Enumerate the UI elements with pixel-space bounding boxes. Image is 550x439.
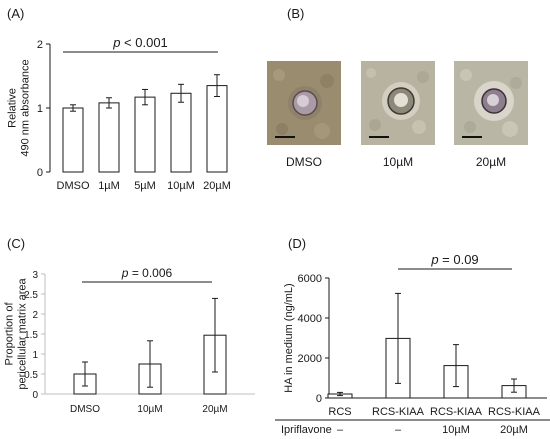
chart-c-y-tick-label: 0: [32, 390, 38, 401]
chart-d-category-label: RCS-KIAA: [372, 406, 425, 418]
chart-a-y-tick-label: 2: [37, 39, 43, 51]
panel-b-label: (B): [287, 6, 305, 21]
chart-d-category-label: RCS-KIAA: [488, 406, 541, 418]
panel-d-label: (D): [288, 236, 307, 251]
chart-a-category-label: 5µM: [134, 180, 156, 192]
chart-d-significance-label: p = 0.09: [430, 252, 478, 267]
chart-a-y-axis-label: Relative490 nm absorbance: [6, 59, 31, 156]
chart-d-y-tick-label: 0: [316, 393, 322, 405]
micrograph-20um: [454, 61, 528, 145]
micrograph-20um-image: [454, 61, 528, 145]
chart-a: 0 1 2 Relative490 nm absorbance DMSO 1µM 5µM 10…: [6, 35, 231, 192]
micrograph-caption-20um: 20µM: [475, 155, 507, 169]
chart-d-row-label: Ipriflavone: [281, 424, 332, 436]
chart-d-row-value: 20µM: [500, 424, 528, 436]
chart-c-significance-label: p = 0.006: [121, 266, 173, 280]
chart-d-row-value: 10µM: [442, 424, 470, 436]
chart-c-y-tick-label: 1: [32, 350, 38, 361]
chart-d-y-tick-label: 6000: [298, 273, 322, 285]
chart-c: 0 0.5 1 1.5 2 2.5 3 Proportion ofpericellular m…: [3, 266, 255, 415]
chart-c-y-tick-label: 3: [32, 270, 38, 281]
chart-a-bar: [98, 102, 120, 173]
micrograph-caption-dmso: DMSO: [286, 155, 322, 169]
chart-d-y-tick-label: 2000: [298, 353, 322, 365]
micrograph-10um-image: [361, 61, 435, 145]
chart-a-bar: [134, 96, 156, 173]
chart-a-category-label: 20µM: [203, 180, 231, 192]
chart-c-y-axis-label: Proportion ofpericellular matrix area: [3, 277, 28, 389]
chart-a-category-label: DMSO: [57, 180, 90, 192]
micrograph-dmso-image: [267, 61, 341, 145]
panel-a-label: (A): [7, 6, 25, 21]
chart-d-row-value: –: [337, 424, 344, 436]
micrograph-caption-10um: 10µM: [382, 155, 414, 169]
chart-c-y-tick-label: 2.5: [24, 290, 38, 301]
chart-c-y-tick-label: 1.5: [24, 330, 38, 341]
chart-a-y-tick-label: 1: [37, 103, 43, 115]
micrograph-dmso: [267, 61, 341, 145]
chart-d-category-label: RCS-KIAA: [430, 406, 483, 418]
chart-a-significance-label: p < 0.001: [112, 35, 168, 50]
chart-a-category-label: 1µM: [98, 180, 120, 192]
chart-d-y-axis-label: HA in medium (ng/mL): [283, 283, 295, 392]
chart-a-y-tick-label: 0: [37, 167, 43, 179]
chart-d-y-tick-label: 4000: [298, 313, 322, 325]
panel-c-label: (C): [7, 236, 26, 251]
chart-c-category-label: DMSO: [70, 404, 100, 415]
chart-d-category-label: RCS: [328, 406, 351, 418]
chart-a-bar: [170, 92, 192, 173]
chart-a-bar: [206, 85, 228, 173]
chart-c-y-tick-label: 2: [32, 310, 38, 321]
chart-d-row-value: –: [395, 424, 402, 436]
micrograph-10um: [361, 61, 435, 145]
chart-c-category-label: 10µM: [137, 404, 162, 415]
chart-a-category-label: 10µM: [167, 180, 195, 192]
chart-c-category-label: 20µM: [202, 404, 227, 415]
chart-c-y-tick-label: 0.5: [24, 370, 38, 381]
chart-a-bar: [62, 107, 84, 173]
